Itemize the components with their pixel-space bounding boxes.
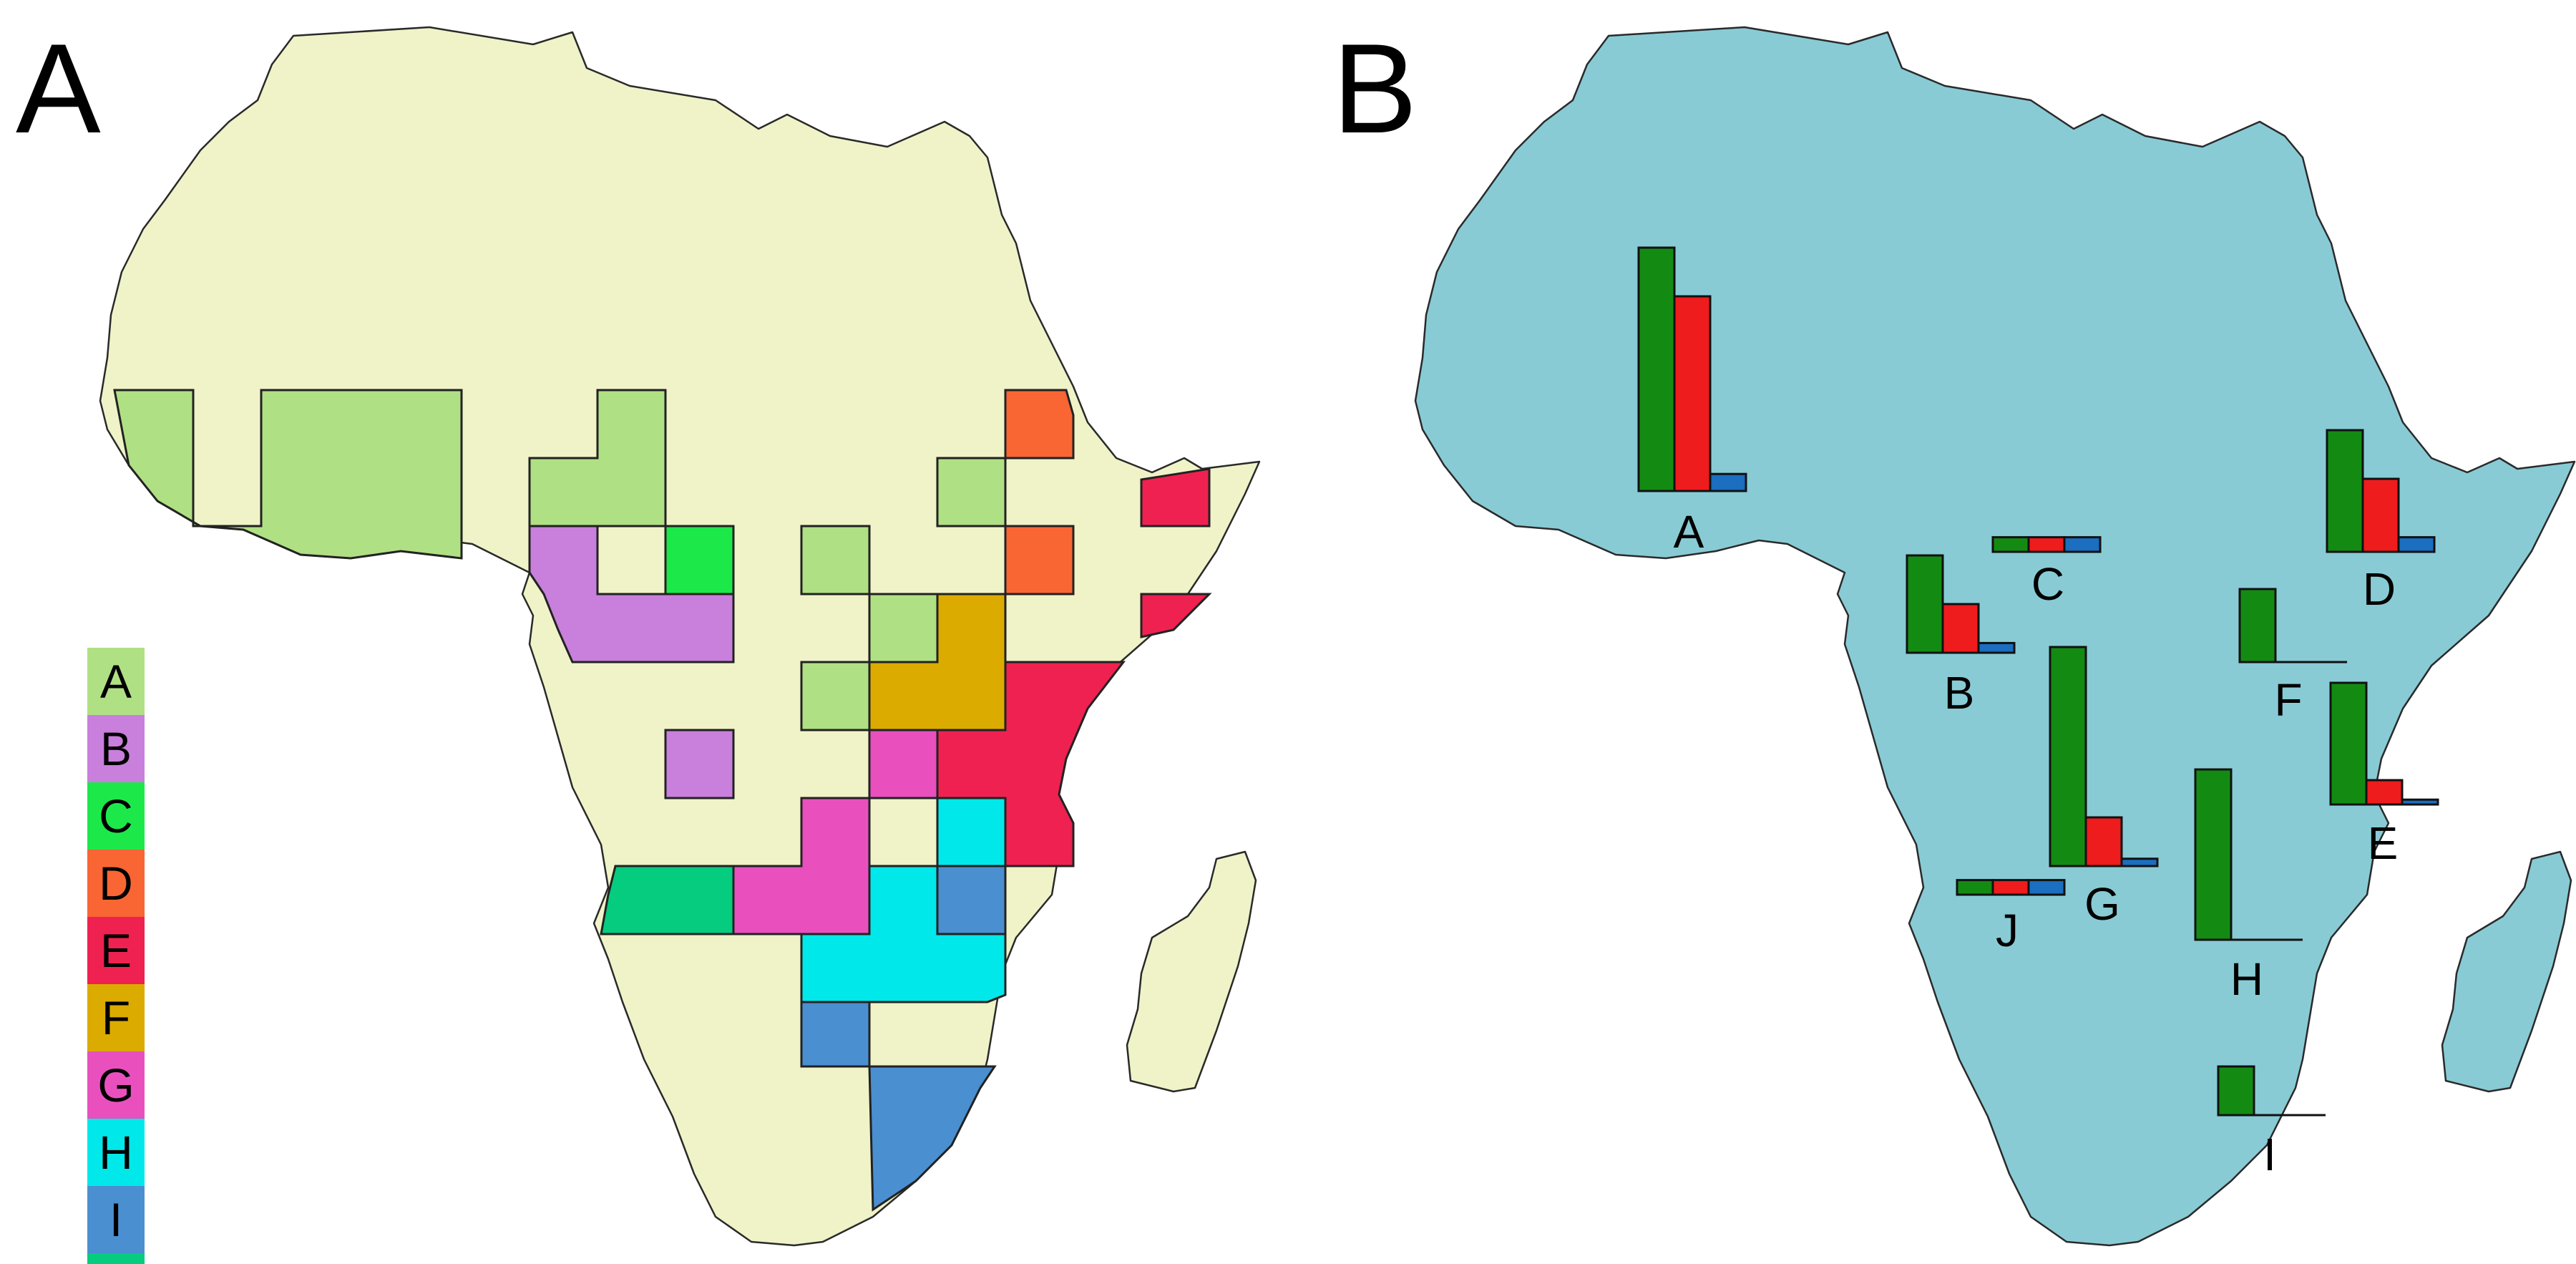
bar-j-series-3 <box>2027 879 2066 896</box>
bar-d-series-1 <box>2326 429 2364 553</box>
bar-group-i: I <box>2217 1065 2326 1180</box>
cell-region-d-2 <box>1004 525 1075 595</box>
bar-a-series-1 <box>1637 246 1676 492</box>
bar-c-series-3 <box>2063 536 2102 553</box>
cell-region-e-1 <box>1140 467 1211 528</box>
cell-region-c <box>664 525 735 595</box>
bar-label-h: H <box>2230 953 2263 1005</box>
bar-d-series-3 <box>2397 536 2436 553</box>
bar-label-j: J <box>1996 905 2019 956</box>
legend-label-i: I <box>109 1193 122 1246</box>
bar-e-series-1 <box>2329 681 2368 806</box>
bar-group-g: G <box>2049 646 2159 930</box>
bar-group-a: A <box>1637 246 1747 558</box>
legend-swatch-i <box>87 1186 145 1253</box>
bar-group-j: J <box>1956 879 2066 956</box>
panel-b-label: B <box>1332 17 1418 160</box>
legend-swatch-b <box>87 715 145 782</box>
cell-region-a-3 <box>800 525 871 595</box>
bar-group-h: H <box>2194 768 2303 1005</box>
map-b <box>1414 26 2576 1247</box>
legend-swatch-j <box>87 1253 145 1264</box>
legend-swatch-h <box>87 1119 145 1186</box>
region-cells <box>113 389 1212 1212</box>
legend-swatch-f <box>87 984 145 1051</box>
legend-label-g: G <box>97 1059 134 1112</box>
cell-region-j <box>600 865 735 935</box>
bar-f-series-1 <box>2238 588 2277 663</box>
legend-swatch-g <box>87 1051 145 1119</box>
bar-group-c: C <box>1991 536 2102 610</box>
bar-a-series-3 <box>1709 472 1747 492</box>
legend-label-h: H <box>99 1126 133 1179</box>
bar-g-series-2 <box>2084 816 2123 867</box>
cell-region-g-1 <box>868 729 939 799</box>
bar-j-series-2 <box>1991 879 2030 896</box>
africa-land-b <box>1414 26 2576 1247</box>
region-bar-charts: A B C D E F G H I J <box>1637 246 2439 1180</box>
legend-swatch-d <box>87 850 145 917</box>
cell-region-h-1 <box>936 797 1007 867</box>
legend-label-b: B <box>100 722 132 775</box>
bar-c-series-1 <box>1991 536 2030 553</box>
bar-group-e: E <box>2329 681 2439 869</box>
bar-label-e: E <box>2368 817 2399 869</box>
bar-label-i: I <box>2263 1129 2276 1180</box>
panel-a: A <box>16 17 1261 1264</box>
legend-label-a: A <box>100 655 132 708</box>
bar-i-series-1 <box>2217 1065 2255 1117</box>
bar-label-f: F <box>2274 674 2302 726</box>
cell-region-b-1 <box>528 525 735 663</box>
cell-region-i-2 <box>800 1001 871 1068</box>
cell-region-b-2 <box>664 729 735 799</box>
cell-region-a-5 <box>800 661 871 731</box>
bar-label-a: A <box>1674 506 1704 558</box>
bar-label-d: D <box>2363 563 2396 615</box>
legend-swatch-a <box>87 648 145 715</box>
bar-b-series-2 <box>1941 603 1980 654</box>
panel-a-label: A <box>16 17 101 160</box>
cell-region-d-1 <box>1004 389 1075 460</box>
bar-e-series-2 <box>2365 779 2404 806</box>
bar-g-series-1 <box>2049 646 2087 867</box>
cell-region-a-west <box>113 389 463 560</box>
legend-label-c: C <box>99 789 133 842</box>
legend-label-f: F <box>102 991 130 1044</box>
bar-label-b: B <box>1944 667 1975 719</box>
bar-b-series-1 <box>1906 554 1944 654</box>
bar-a-series-2 <box>1673 295 1712 492</box>
legend-label-j: J <box>104 1260 128 1264</box>
cell-region-a-2 <box>936 457 1007 528</box>
bar-c-series-2 <box>2027 536 2066 553</box>
bar-group-d: D <box>2326 429 2436 615</box>
bar-group-f: F <box>2238 588 2347 726</box>
bar-d-series-2 <box>2361 477 2400 553</box>
cell-region-i-1 <box>936 865 1007 935</box>
cell-region-e-2 <box>1140 593 1212 638</box>
bar-b-series-3 <box>1977 641 2016 654</box>
cell-region-i-3 <box>868 1065 997 1212</box>
bar-group-b: B <box>1906 554 2016 719</box>
madagascar-land-a <box>1126 850 1257 1093</box>
legend-label-d: D <box>99 857 133 910</box>
bar-label-g: G <box>2084 878 2120 930</box>
legend-swatch-e <box>87 917 145 984</box>
cell-region-a-4 <box>868 593 939 663</box>
madagascar-land-b <box>2441 850 2572 1093</box>
bar-h-series-1 <box>2194 768 2233 941</box>
bar-j-series-1 <box>1956 879 1994 896</box>
panel-b: B A B C D E F G H I J <box>1332 17 2576 1247</box>
legend-swatch-c <box>87 782 145 850</box>
bar-g-series-3 <box>2120 857 2159 867</box>
bar-e-series-3 <box>2401 798 2439 806</box>
bar-label-c: C <box>2031 558 2064 610</box>
legend-label-e: E <box>100 924 132 977</box>
